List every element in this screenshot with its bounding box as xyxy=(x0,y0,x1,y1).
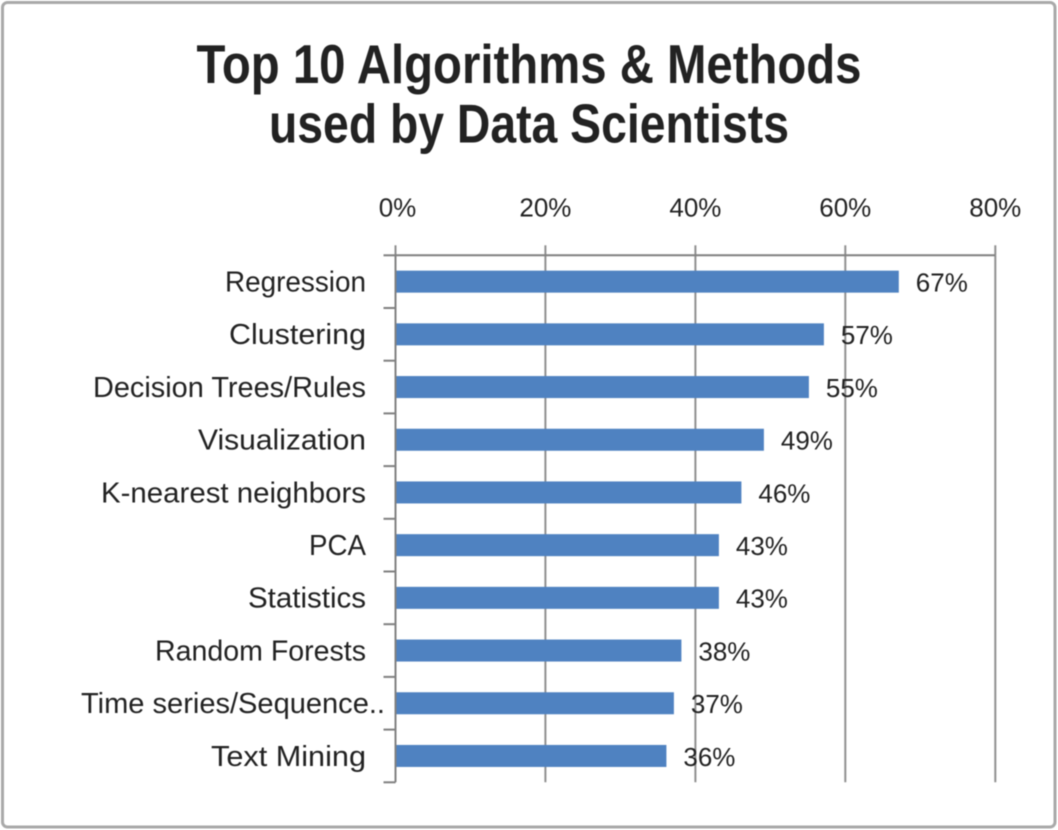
svg-text:67%: 67% xyxy=(916,268,968,298)
svg-text:Statistics: Statistics xyxy=(248,583,366,615)
svg-text:36%: 36% xyxy=(683,742,735,772)
svg-text:40%: 40% xyxy=(669,193,721,223)
svg-text:Visualization: Visualization xyxy=(198,425,366,457)
svg-text:20%: 20% xyxy=(519,193,571,223)
svg-text:80%: 80% xyxy=(969,193,1021,223)
svg-text:55%: 55% xyxy=(826,373,878,403)
svg-text:Time series/Sequence..: Time series/Sequence.. xyxy=(81,688,385,720)
svg-text:PCA: PCA xyxy=(309,530,367,562)
svg-text:Regression: Regression xyxy=(225,267,366,299)
svg-text:60%: 60% xyxy=(819,193,871,223)
svg-text:43%: 43% xyxy=(736,531,788,561)
svg-text:Top 10 Algorithms & Methods: Top 10 Algorithms & Methods xyxy=(197,33,862,95)
svg-text:0%: 0% xyxy=(379,193,417,223)
svg-text:37%: 37% xyxy=(691,689,743,719)
svg-text:46%: 46% xyxy=(758,478,810,508)
svg-text:Decision Trees/Rules: Decision Trees/Rules xyxy=(93,372,366,404)
svg-text:Clustering: Clustering xyxy=(229,319,366,351)
svg-text:57%: 57% xyxy=(841,320,893,350)
svg-text:43%: 43% xyxy=(736,584,788,614)
svg-text:K-nearest neighbors: K-nearest neighbors xyxy=(101,477,366,509)
svg-text:Random Forests: Random Forests xyxy=(155,635,366,667)
svg-text:Text Mining: Text Mining xyxy=(211,741,366,773)
svg-text:used by Data Scientists: used by Data Scientists xyxy=(269,93,789,155)
svg-text:49%: 49% xyxy=(781,426,833,456)
svg-text:38%: 38% xyxy=(698,636,750,666)
